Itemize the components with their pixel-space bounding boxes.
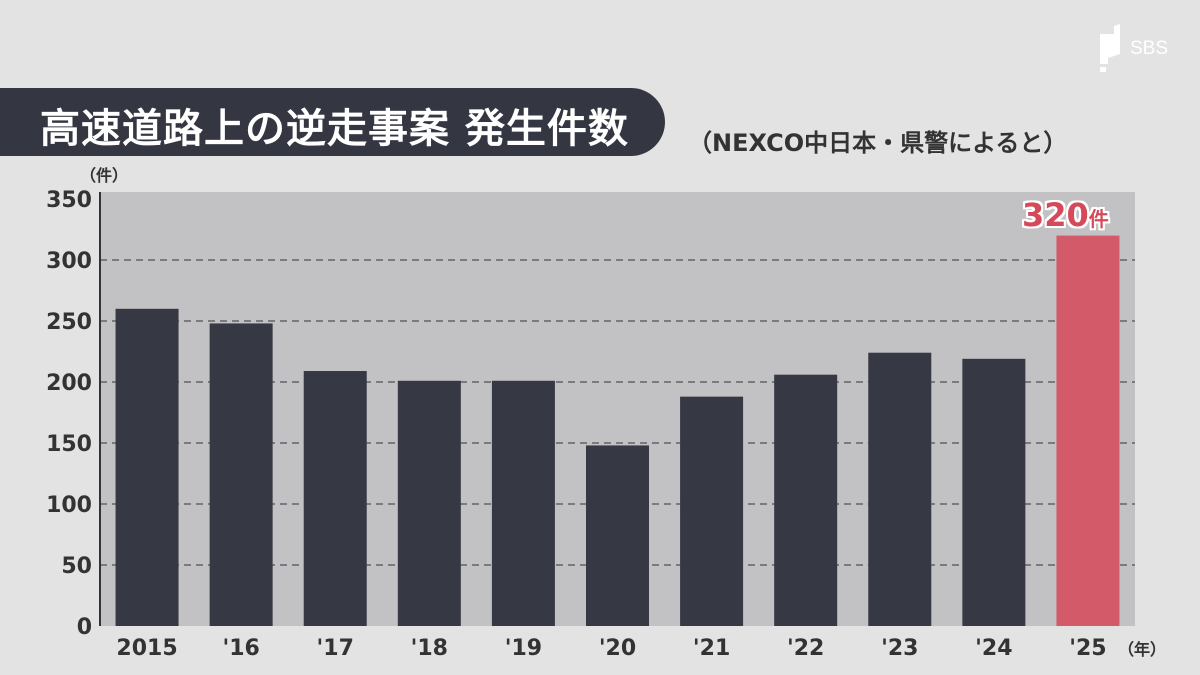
y-tick-label: 150 <box>46 432 92 457</box>
logo-text: SBS <box>1130 38 1169 59</box>
y-tick-label: 0 <box>77 615 92 640</box>
y-axis-unit: （件） <box>80 166 129 185</box>
x-tick-label: '20 <box>599 636 636 661</box>
x-tick-label: '18 <box>411 636 448 661</box>
x-tick-label: '25 <box>1069 636 1106 661</box>
x-axis-unit: （年） <box>1118 640 1167 659</box>
highlight-value-label: 320件 <box>1022 196 1109 234</box>
x-tick-label: '22 <box>787 636 824 661</box>
bar-19 <box>491 380 555 626</box>
bar-21 <box>680 396 744 626</box>
y-tick-label: 100 <box>46 493 92 518</box>
bar-2015 <box>115 308 179 626</box>
x-tick-label: '21 <box>693 636 730 661</box>
x-tick-label: '23 <box>881 636 918 661</box>
bar-16 <box>209 323 273 626</box>
y-tick-label: 200 <box>46 371 92 396</box>
x-tick-label: '17 <box>317 636 354 661</box>
highlight-value: 320 <box>1022 196 1089 234</box>
bar-24 <box>962 358 1026 626</box>
bar-23 <box>868 352 932 626</box>
y-tick-label: 300 <box>46 249 92 274</box>
x-tick-label: '19 <box>505 636 542 661</box>
title-banner <box>0 88 665 156</box>
y-tick-label: 50 <box>61 554 92 579</box>
bar-20 <box>586 445 649 626</box>
y-tick-label: 250 <box>46 310 92 335</box>
bar-25 <box>1056 235 1120 626</box>
chart-title: 高速道路上の逆走事案 発生件数 <box>40 106 629 152</box>
x-tick-label: 2015 <box>116 636 177 661</box>
sbs-logo-icon <box>1100 24 1120 72</box>
highlight-unit: 件 <box>1088 207 1109 231</box>
source-note: （NEXCO中日本・県警によると） <box>688 129 1068 157</box>
bar-17 <box>303 371 367 626</box>
x-tick-label: '16 <box>222 636 259 661</box>
x-tick-label: '24 <box>975 636 1012 661</box>
bar-22 <box>774 374 838 626</box>
y-tick-label: 350 <box>46 188 92 213</box>
bar-18 <box>397 380 461 626</box>
